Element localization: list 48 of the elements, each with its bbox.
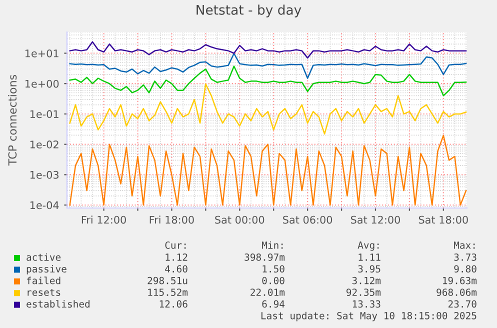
text: 1.11 (358, 254, 380, 261)
text: Min: (262, 241, 283, 249)
text: 0.00 (262, 276, 284, 284)
line-series (69, 83, 467, 135)
text: 398.97m (244, 253, 285, 261)
legend-label: passive (26, 265, 66, 274)
text: 22.01m (250, 288, 285, 296)
text: 3.73 (454, 253, 476, 261)
x-tick-label: Sat 06:00 (283, 216, 332, 224)
text: Max: (454, 242, 475, 249)
text: 9.80 (454, 265, 476, 273)
x-tick-label: Sat 12:00 (350, 216, 400, 224)
text: 1.50 (262, 265, 284, 273)
x-tick-label: Sat 00:00 (215, 216, 264, 224)
text: 968.06m (436, 288, 477, 296)
y-tick-label: 1e-03 (30, 170, 59, 179)
x-tick-label: Sat 18:00 (418, 216, 468, 224)
y-tick-label: 1e-01 (30, 110, 58, 118)
text: 92.35m (346, 288, 381, 296)
text: 115.52m (148, 288, 188, 296)
text: 3.12m (352, 276, 381, 284)
legend-label: established (26, 300, 90, 308)
text: 23.70 (448, 300, 476, 308)
x-tick-label: Fri 18:00 (150, 216, 194, 224)
text: 4.60 (165, 265, 188, 273)
x-tick-label: Fri 12:00 (82, 216, 126, 224)
text: 12.06 (160, 300, 188, 308)
chart-title: Netstat - by day (196, 4, 302, 18)
y-tick-label: 1e-04 (30, 201, 59, 210)
text: Cur: (165, 241, 186, 249)
text: 1.12 (166, 253, 188, 261)
legend-label: active (26, 253, 61, 261)
text: Last update: Sat May 10 18:15:00 2025 (261, 312, 476, 322)
y-tick-label: 1e-02 (30, 140, 58, 148)
text: 13.33 (352, 300, 380, 308)
line-series (69, 41, 467, 59)
y-tick-label: 1e+01 (25, 49, 58, 58)
text: Avg: (358, 242, 379, 251)
legend-label: resets (28, 288, 60, 296)
y-tick-label: 1e+00 (25, 80, 59, 88)
text: 3.95 (358, 265, 380, 273)
line-series (69, 66, 467, 96)
legend-label: failed (26, 276, 60, 284)
text: 298.51u (148, 276, 188, 284)
text: 6.94 (262, 300, 285, 308)
line-series (69, 52, 467, 79)
text: 19.63m (443, 276, 477, 284)
y-axis-title: TCP connections (8, 74, 17, 166)
